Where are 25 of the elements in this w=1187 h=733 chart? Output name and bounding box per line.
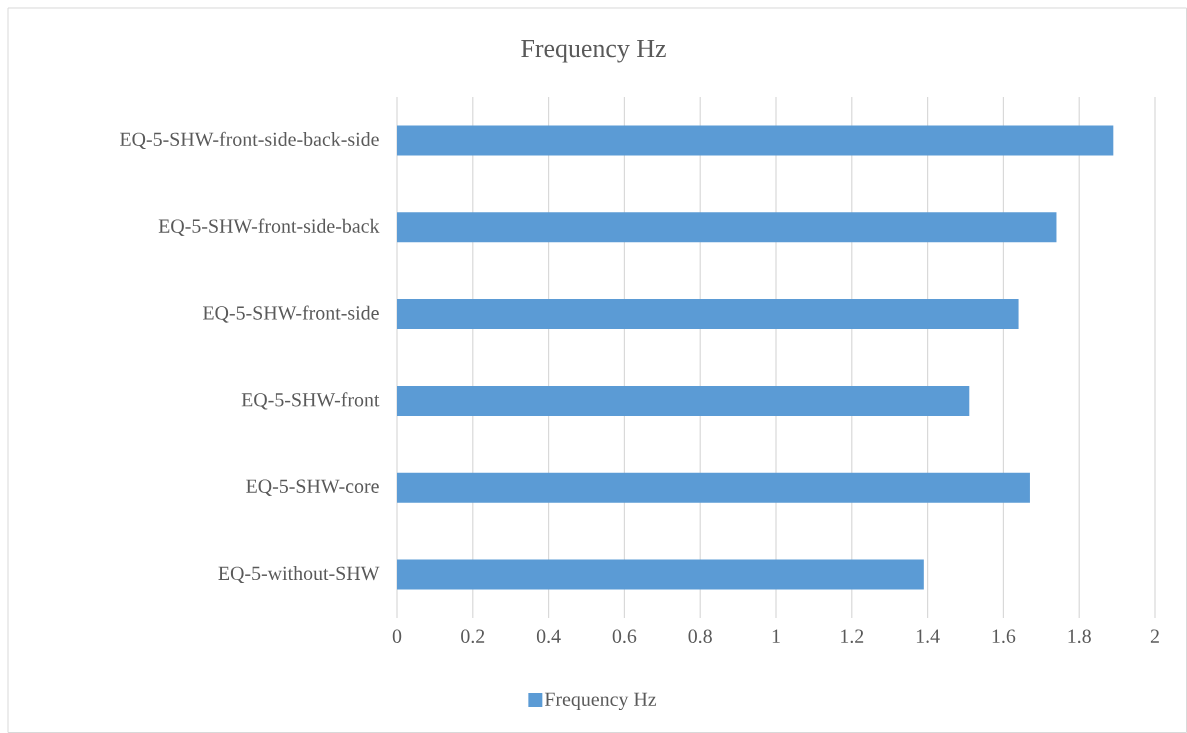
y-tick-label: EQ-5-SHW-front-side-back (158, 218, 380, 236)
legend-label: Frequency Hz (544, 692, 657, 711)
bar (397, 385, 970, 416)
x-tick-label: 0.2 (461, 629, 485, 644)
x-tick-label: 0.8 (688, 629, 712, 644)
bar (397, 472, 1030, 503)
x-tick-label: 0 (392, 629, 402, 643)
x-tick-label: 0.6 (612, 629, 637, 644)
x-tick-label: 2 (1150, 629, 1159, 643)
y-tick-label: EQ-5-without-SHW (218, 566, 380, 584)
x-tick-label: 0.4 (536, 629, 561, 644)
y-tick-label: EQ-5-SHW-core (246, 479, 379, 496)
y-tick-label: EQ-5-SHW-front-side (202, 305, 379, 323)
x-tick-label: 1 (772, 629, 780, 643)
x-tick-label: 1.4 (916, 629, 940, 643)
bar (397, 299, 1019, 330)
y-tick-label: EQ-5-SHW-front (241, 392, 380, 410)
bar (397, 212, 1057, 243)
x-tick-label: 1.2 (841, 629, 864, 643)
x-tick-label: 1.6 (992, 629, 1016, 643)
chart-title: Frequency Hz (521, 40, 666, 63)
bar (397, 125, 1114, 156)
x-tick-label: 1.8 (1068, 629, 1091, 644)
bar (397, 559, 924, 590)
y-tick-label: EQ-5-SHW-front-side-back-side (120, 131, 379, 150)
